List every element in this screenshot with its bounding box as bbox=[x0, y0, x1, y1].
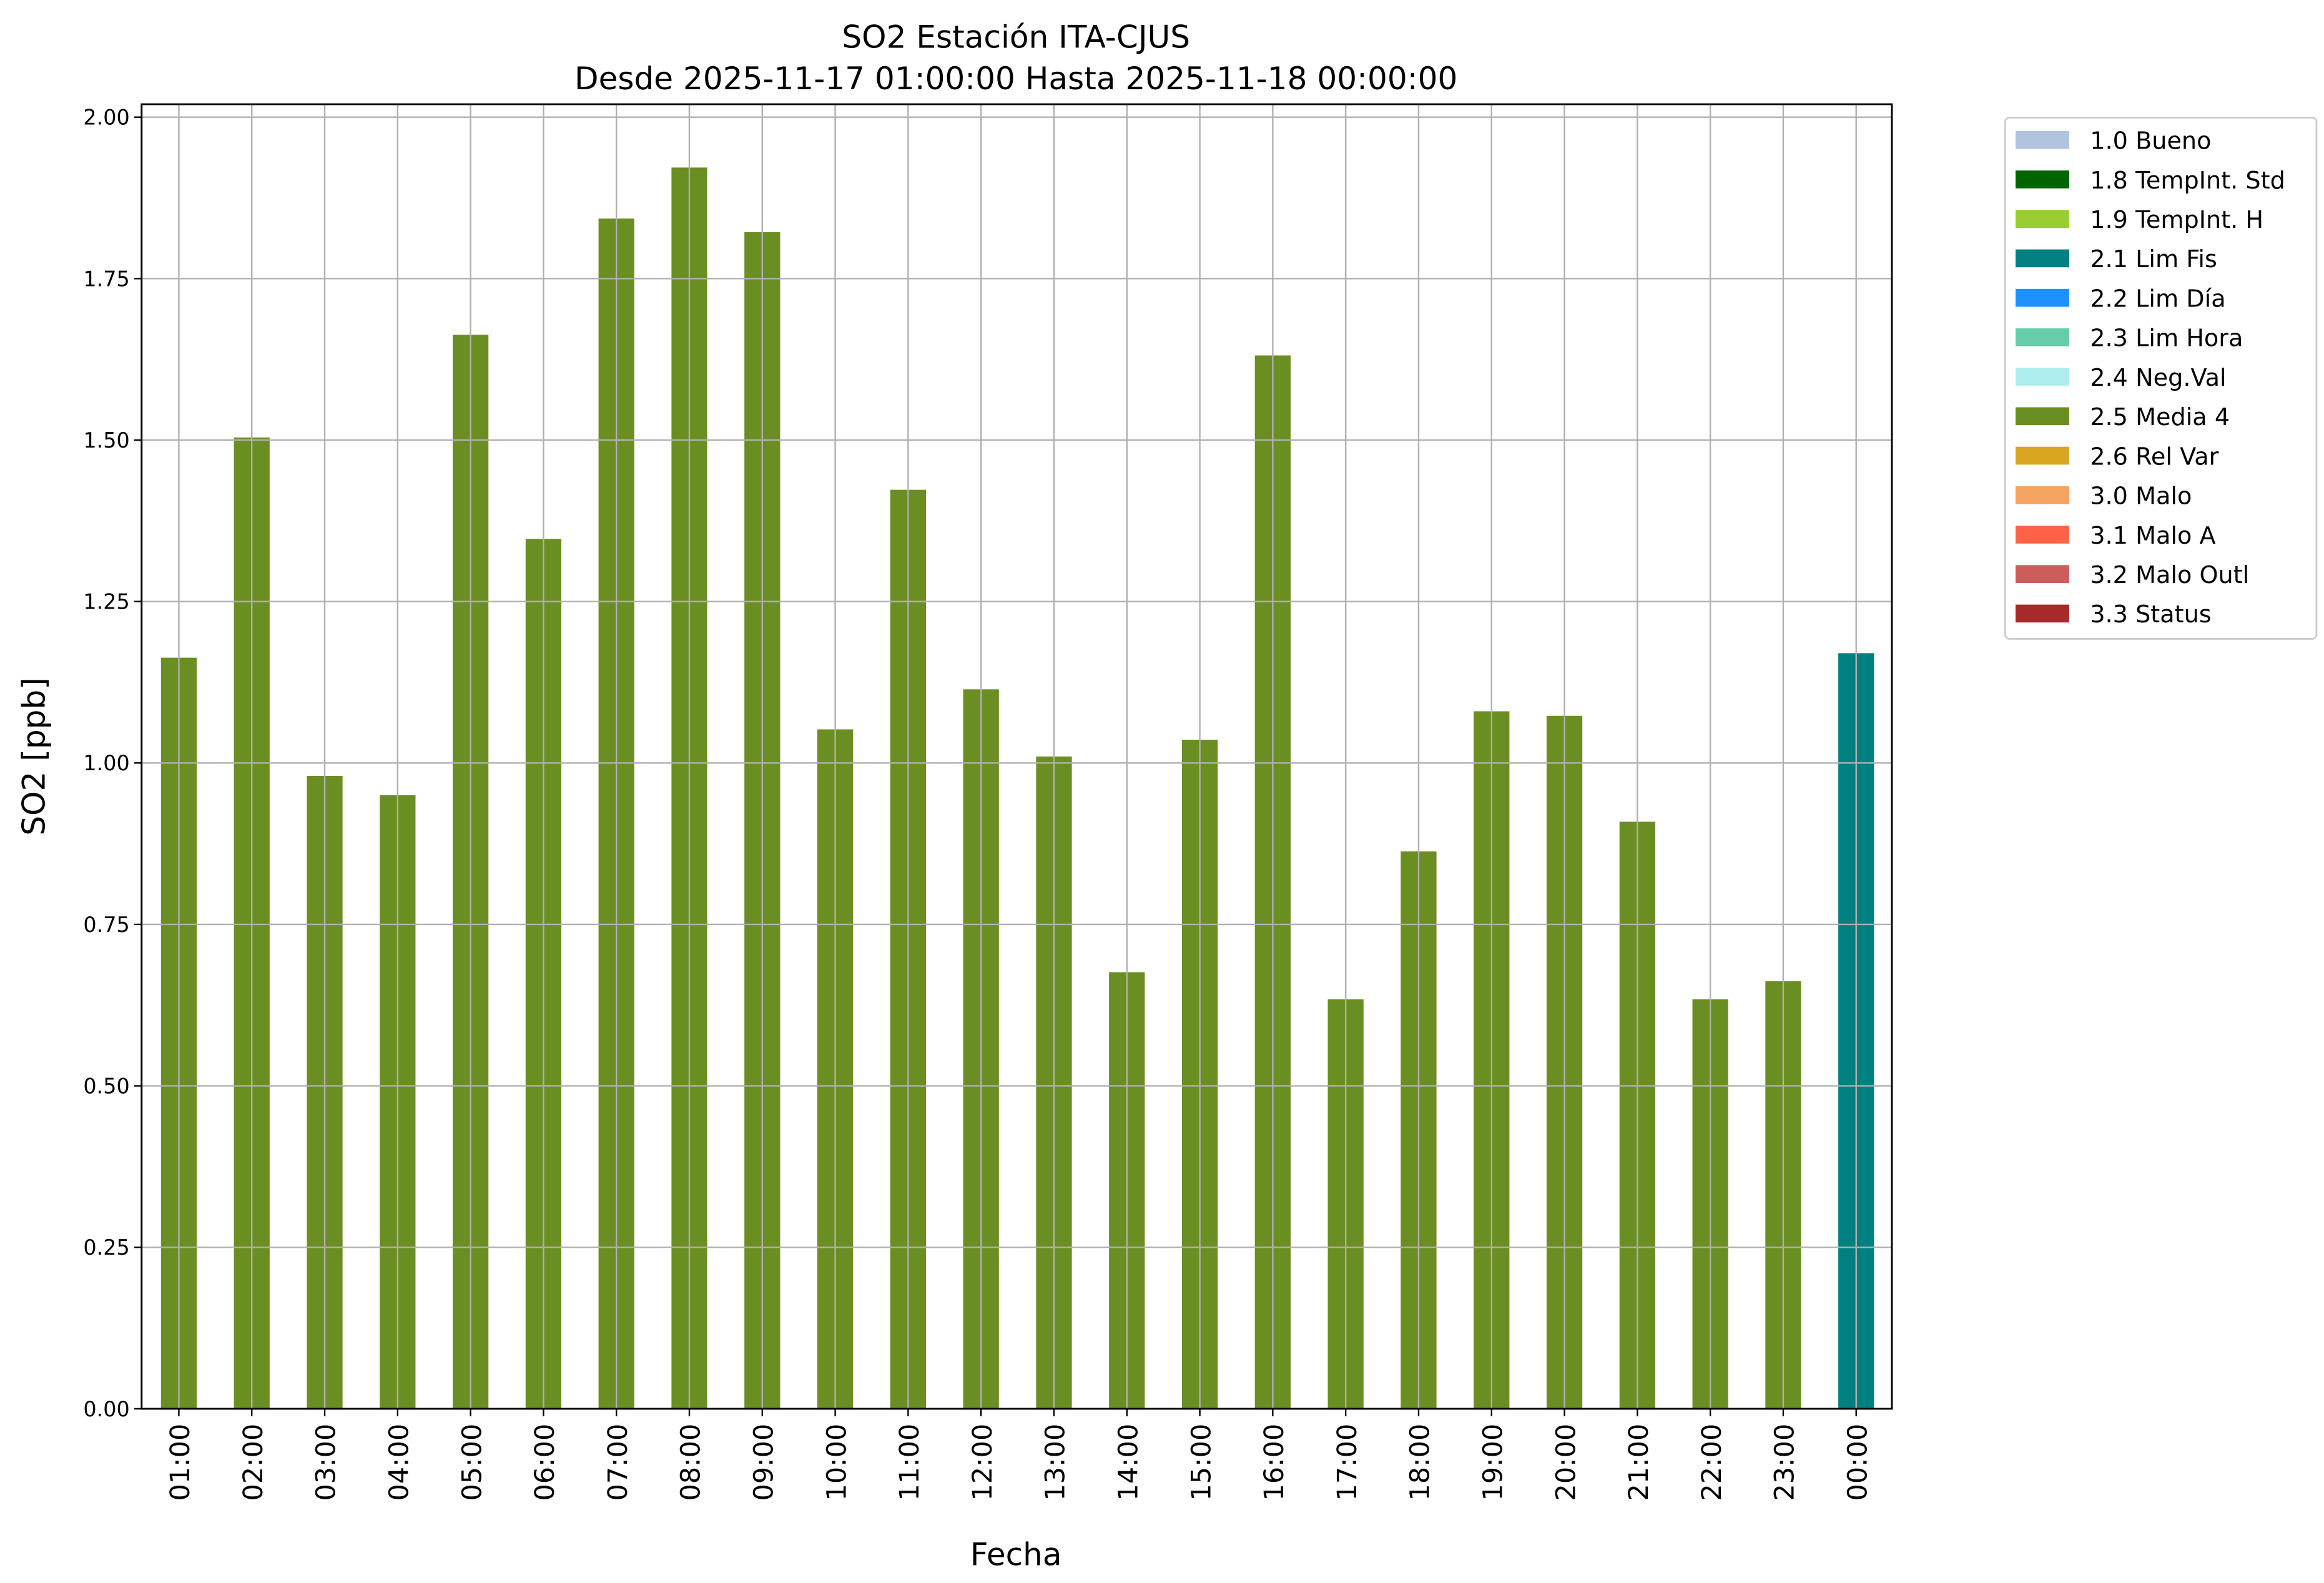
x-tick-label: 16:00 bbox=[1259, 1424, 1290, 1501]
legend-swatch bbox=[2016, 407, 2069, 426]
x-tick-label: 14:00 bbox=[1113, 1424, 1144, 1501]
legend-label: 1.9 TempInt. H bbox=[2090, 207, 2263, 234]
x-tick-label: 18:00 bbox=[1405, 1424, 1436, 1501]
x-tick-label: 05:00 bbox=[456, 1424, 488, 1501]
legend-label: 2.2 Lim Día bbox=[2090, 285, 2225, 313]
x-tick-label: 17:00 bbox=[1332, 1424, 1363, 1501]
legend-swatch bbox=[2016, 170, 2069, 189]
legend-swatch bbox=[2016, 446, 2069, 465]
x-tick-label: 02:00 bbox=[238, 1424, 269, 1501]
x-tick-label: 21:00 bbox=[1623, 1424, 1655, 1501]
legend-swatch bbox=[2016, 210, 2069, 228]
y-tick-label: 0.25 bbox=[83, 1235, 129, 1260]
x-tick-label: 04:00 bbox=[384, 1424, 415, 1501]
legend-label: 2.1 Lim Fis bbox=[2090, 246, 2217, 273]
legend-label: 3.1 Malo A bbox=[2090, 522, 2215, 550]
x-tick-label: 03:00 bbox=[311, 1424, 342, 1501]
y-tick-label: 2.00 bbox=[83, 105, 129, 130]
x-tick-label: 06:00 bbox=[529, 1424, 561, 1501]
x-tick-label: 01:00 bbox=[165, 1424, 196, 1501]
legend-swatch bbox=[2016, 249, 2069, 268]
x-tick-label: 12:00 bbox=[967, 1424, 998, 1501]
x-tick-label: 19:00 bbox=[1477, 1424, 1509, 1501]
legend-label: 2.6 Rel Var bbox=[2090, 443, 2218, 471]
x-tick-label: 20:00 bbox=[1550, 1424, 1582, 1501]
grid bbox=[141, 104, 1892, 1410]
x-tick-label: 00:00 bbox=[1842, 1424, 1873, 1501]
x-tick-label: 08:00 bbox=[676, 1424, 707, 1501]
x-tick-label: 22:00 bbox=[1696, 1424, 1728, 1501]
y-tick-label: 0.00 bbox=[83, 1397, 129, 1421]
legend-swatch bbox=[2016, 604, 2069, 623]
x-tick-label: 15:00 bbox=[1186, 1424, 1217, 1501]
y-tick-label: 0.50 bbox=[83, 1074, 129, 1099]
x-tick-label: 11:00 bbox=[894, 1424, 925, 1501]
x-tick-label: 07:00 bbox=[603, 1424, 634, 1501]
y-tick-label: 1.75 bbox=[83, 267, 129, 291]
x-tick-label: 10:00 bbox=[821, 1424, 852, 1501]
legend-label: 3.2 Malo Outl bbox=[2090, 562, 2249, 589]
legend-swatch bbox=[2016, 486, 2069, 504]
x-tick-label: 23:00 bbox=[1770, 1424, 1801, 1501]
legend-swatch bbox=[2016, 526, 2069, 544]
y-tick-label: 0.75 bbox=[83, 913, 129, 937]
legend-label: 3.3 Status bbox=[2090, 601, 2211, 629]
y-axis-label: SO2 [ppb] bbox=[16, 677, 52, 835]
legend-frame bbox=[2004, 117, 2318, 640]
x-tick-label: 13:00 bbox=[1040, 1424, 1071, 1501]
chart-subtitle: Desde 2025-11-17 01:00:00 Hasta 2025-11-… bbox=[574, 61, 1457, 97]
chart-title: SO2 Estación ITA-CJUS bbox=[842, 19, 1190, 55]
y-tick-label: 1.25 bbox=[83, 590, 129, 614]
legend-swatch bbox=[2016, 288, 2069, 307]
legend-label: 1.0 Bueno bbox=[2090, 128, 2211, 155]
legend-swatch bbox=[2016, 368, 2069, 386]
legend-label: 3.0 Malo bbox=[2090, 483, 2192, 511]
legend-label: 1.8 TempInt. Std bbox=[2090, 167, 2285, 195]
plot-frame bbox=[140, 103, 1893, 1410]
legend-label: 2.3 Lim Hora bbox=[2090, 325, 2243, 353]
legend-swatch bbox=[2016, 130, 2069, 149]
legend: 1.0 Bueno 1.8 TempInt. Std 1.9 TempInt. H 2… bbox=[2004, 117, 2318, 640]
x-axis-label: Fecha bbox=[970, 1536, 1062, 1572]
x-tick-label: 09:00 bbox=[749, 1424, 780, 1501]
legend-swatch bbox=[2016, 328, 2069, 346]
y-tick-label: 1.00 bbox=[83, 751, 129, 775]
legend-label: 2.5 Media 4 bbox=[2090, 404, 2230, 431]
x-axis: 01:00 02:00 03:00 04:00 05:00 06:00 07:00 08:00… bbox=[165, 1408, 1873, 1501]
y-axis: 0.00 0.25 0.50 0.75 1.00 1.25 1.50 1.75 2.00 bbox=[83, 105, 142, 1421]
legend-swatch bbox=[2016, 565, 2069, 584]
legend-label: 2.4 Neg.Val bbox=[2090, 365, 2226, 392]
y-tick-label: 1.50 bbox=[83, 428, 129, 453]
